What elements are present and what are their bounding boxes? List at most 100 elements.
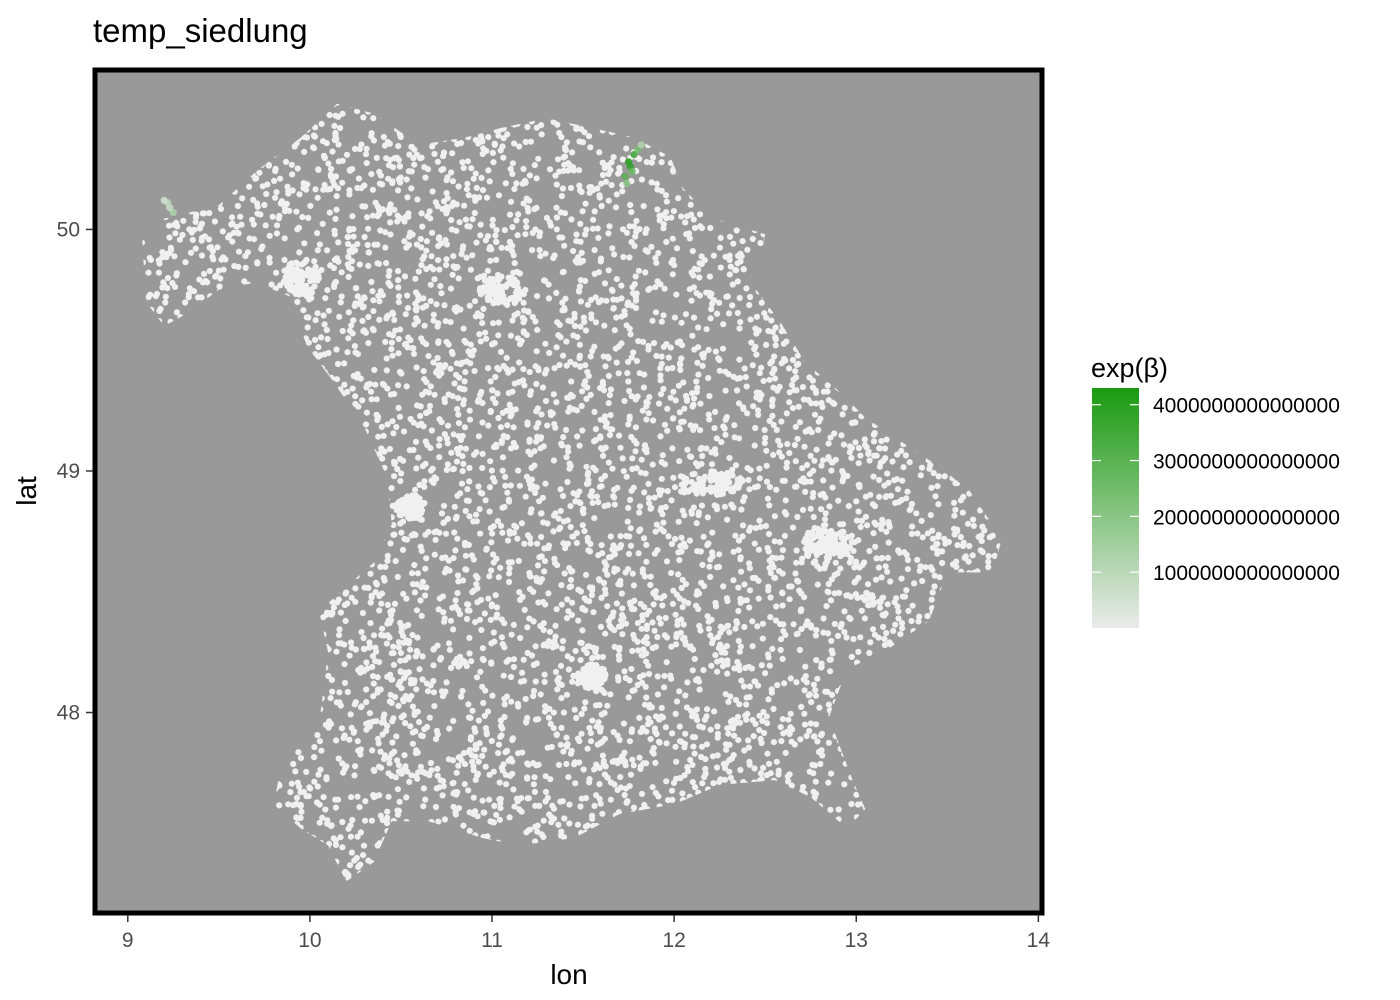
data-point [332, 129, 339, 136]
data-point [638, 625, 645, 632]
data-point [351, 145, 359, 152]
data-point [325, 160, 332, 167]
data-point [649, 784, 656, 791]
data-point [559, 185, 567, 192]
data-point [602, 630, 609, 637]
data-point [563, 691, 571, 698]
data-point [383, 367, 390, 374]
data-point [507, 165, 514, 173]
data-point [481, 712, 488, 720]
data-point [970, 516, 977, 523]
data-point [609, 245, 616, 252]
data-point [741, 365, 748, 372]
data-point [465, 192, 472, 199]
data-point [789, 524, 797, 531]
data-point [672, 397, 679, 404]
data-point [466, 478, 473, 485]
data-point [579, 427, 586, 434]
data-point [584, 472, 591, 479]
data-point [400, 639, 407, 646]
data-point [573, 539, 580, 547]
data-point [395, 702, 402, 710]
data-point [362, 798, 369, 805]
data-point [726, 271, 733, 278]
data-point [643, 625, 650, 633]
data-point [219, 228, 226, 235]
data-point [423, 247, 430, 254]
data-point [693, 378, 700, 385]
data-point [446, 725, 453, 732]
data-point [917, 472, 924, 479]
data-point [395, 293, 403, 300]
data-point [706, 416, 713, 423]
data-point [473, 239, 480, 246]
data-point [405, 654, 412, 661]
data-point [736, 648, 743, 655]
data-point [455, 762, 462, 769]
data-point [430, 689, 437, 696]
data-point [813, 657, 820, 664]
data-point [447, 319, 454, 326]
data-point [535, 367, 542, 374]
data-point [806, 727, 813, 735]
data-point [589, 225, 597, 232]
data-point [751, 442, 758, 449]
data-point [450, 253, 457, 260]
data-point [452, 811, 459, 818]
data-point [756, 517, 763, 524]
data-point [506, 565, 513, 572]
data-point [486, 178, 493, 185]
data-point [339, 110, 346, 117]
data-point [510, 656, 518, 663]
data-point [466, 464, 473, 472]
data-point [764, 750, 771, 757]
data-point [656, 491, 664, 498]
data-point [378, 600, 385, 607]
data-point [421, 376, 428, 383]
data-point [450, 717, 457, 725]
data-point [446, 646, 453, 654]
data-point [475, 758, 482, 765]
data-point [696, 686, 703, 693]
data-point [296, 249, 303, 256]
data-point [691, 750, 698, 757]
data-point [295, 749, 302, 756]
data-point [427, 281, 434, 288]
data-point [434, 765, 441, 773]
data-point [384, 808, 391, 815]
data-point [848, 653, 855, 661]
data-point [682, 692, 689, 699]
data-point [979, 523, 986, 530]
data-point [563, 454, 570, 461]
data-point [799, 384, 807, 391]
data-point [552, 633, 559, 640]
data-point [595, 499, 602, 506]
data-point [491, 478, 498, 485]
data-point [800, 783, 807, 791]
data-point [669, 256, 677, 264]
data-point [596, 483, 604, 490]
data-point [489, 222, 496, 229]
data-point [394, 757, 401, 764]
data-point [616, 656, 623, 663]
data-point [651, 494, 658, 501]
data-point [251, 236, 258, 243]
data-point [774, 682, 781, 689]
data-point [616, 432, 623, 439]
data-point [478, 626, 485, 634]
data-point [293, 800, 300, 808]
data-point [869, 594, 876, 601]
data-point [915, 618, 922, 625]
data-point [630, 484, 637, 491]
data-point [209, 248, 216, 255]
data-point [311, 754, 318, 761]
data-point [379, 455, 386, 462]
data-point [479, 419, 486, 426]
data-point [991, 552, 998, 560]
data-point [285, 801, 292, 808]
data-point [422, 565, 429, 572]
data-point [477, 221, 484, 228]
data-point [362, 151, 370, 158]
data-point [781, 532, 789, 540]
data-point [791, 441, 799, 449]
